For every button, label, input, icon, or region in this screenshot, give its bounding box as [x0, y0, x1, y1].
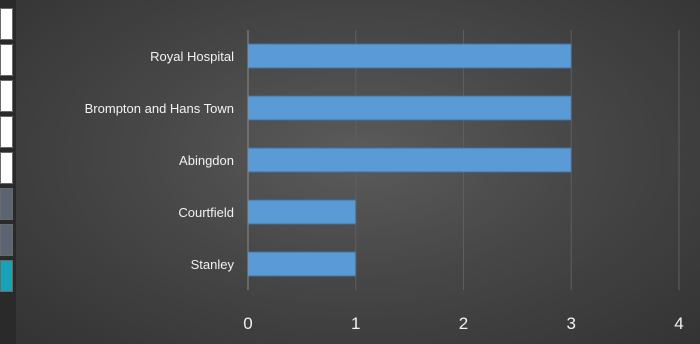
x-tick-label: 3 — [567, 314, 576, 333]
chart-area[interactable]: Royal Hospital Brompton and Hans Town Abin… — [16, 0, 700, 344]
spreadsheet-cell — [0, 188, 13, 220]
x-tick-label: 1 — [351, 314, 360, 333]
category-label: Stanley — [191, 257, 235, 272]
spreadsheet-cell — [0, 44, 13, 76]
category-label: Brompton and Hans Town — [85, 101, 234, 116]
bar — [247, 43, 572, 69]
bar — [247, 251, 357, 277]
spreadsheet-cell — [0, 224, 13, 256]
spreadsheet-cell-strip — [0, 0, 16, 344]
spreadsheet-cell — [0, 260, 13, 292]
bars — [247, 43, 572, 277]
spreadsheet-cell — [0, 80, 13, 112]
x-tick-label: 4 — [674, 314, 683, 333]
spreadsheet-cell — [0, 116, 13, 148]
bar-chart: Royal Hospital Brompton and Hans Town Abin… — [85, 30, 684, 333]
x-tick-label: 2 — [459, 314, 468, 333]
labels: Royal Hospital Brompton and Hans Town Abin… — [85, 49, 684, 333]
bar — [247, 95, 572, 121]
spreadsheet-cell — [0, 152, 13, 184]
spreadsheet-cell — [0, 8, 13, 40]
x-tick-label: 0 — [243, 314, 252, 333]
category-label: Abingdon — [179, 153, 234, 168]
bar — [247, 199, 357, 225]
category-label: Royal Hospital — [150, 49, 234, 64]
category-label: Courtfield — [178, 205, 234, 220]
bar — [247, 147, 572, 173]
